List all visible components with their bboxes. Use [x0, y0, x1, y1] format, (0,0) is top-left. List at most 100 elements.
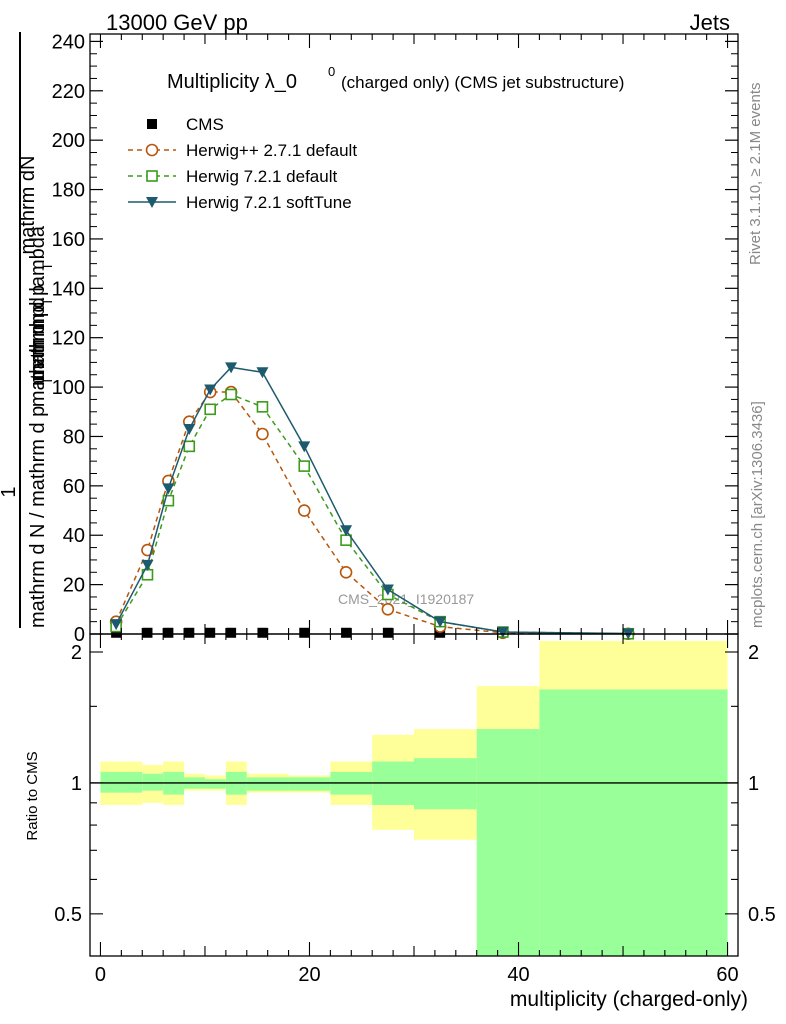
series-1-point-6 [256, 427, 269, 441]
analysis-watermark: CMS_2021_I1920187 [338, 591, 474, 607]
ratio-band-green-1 [142, 773, 164, 791]
ratio-tick-label-right: 2 [748, 642, 759, 664]
ratio-band-green-6 [246, 777, 289, 791]
legend-marker-0 [147, 119, 157, 129]
ylabel-one: 1 [0, 486, 20, 497]
ratio-band-green-7 [288, 777, 331, 791]
series-1-point-8 [339, 565, 353, 579]
legend-entry-1: Herwig++ 2.7.1 default [128, 141, 357, 160]
ylabel-denominator-2-sub: T [39, 297, 55, 306]
y-tick-label: 160 [52, 229, 85, 251]
ratio-tick-label: 2 [71, 642, 82, 664]
legend-entry-2: Herwig 7.2.1 default [128, 167, 337, 186]
series-0-point-1 [142, 627, 153, 638]
series-1-point-9 [381, 603, 395, 616]
series-0-point-3 [184, 627, 195, 638]
ratio-ylabel: Ratio to CMS [24, 751, 41, 840]
series-2-point-5 [225, 388, 237, 401]
legend-label-0: CMS [186, 115, 224, 134]
y-tick-label: 0 [74, 624, 85, 646]
series-3-point-10 [434, 616, 447, 628]
y-tick-label: 60 [63, 476, 85, 498]
series-layer [109, 362, 635, 641]
series-2-point-6 [256, 401, 269, 413]
series-2-point-4 [204, 403, 216, 416]
title-main: Multiplicity λ_0 [167, 71, 297, 93]
title-rest: (charged only) (CMS jet substructure) [341, 73, 624, 92]
series-3-point-9 [381, 584, 394, 596]
series-3-point-7 [298, 441, 311, 453]
ratio-band-green-10 [414, 758, 477, 810]
y-tick-label: 240 [52, 31, 85, 53]
legend-marker-1 [145, 143, 159, 157]
series-3-point-3 [183, 424, 196, 436]
y-tick-label: 80 [63, 426, 85, 448]
ratio-band-green-4 [204, 779, 226, 789]
ratio-bands [100, 640, 728, 956]
series-3-point-11 [496, 627, 509, 639]
series-0-point-8 [341, 627, 352, 638]
series-3-point-8 [340, 525, 353, 537]
rivet-label: Rivet 3.1.10, ≥ 2.1M events [747, 83, 764, 266]
series-3-point-4 [204, 384, 217, 396]
y-tick-label: 100 [52, 377, 85, 399]
series-2-point-7 [298, 460, 311, 472]
series-0 [111, 627, 446, 638]
series-2-point-3 [183, 440, 196, 453]
legend-marker-2 [146, 170, 158, 182]
y-tick-label: 200 [52, 130, 85, 152]
x-tick-label: 40 [507, 964, 529, 986]
series-3-point-2 [162, 483, 175, 495]
x-tick-label: 20 [298, 964, 320, 986]
header-right: Jets [690, 10, 730, 35]
title-sup: 0 [328, 64, 335, 79]
legend-entry-3: Herwig 7.2.1 softTune [128, 193, 352, 212]
ratio-tick-label: 1 [71, 773, 82, 795]
series-2-point-2 [162, 494, 175, 507]
ylabel-numerator-sub: T [39, 262, 55, 271]
ratio-tick-label: 0.5 [54, 904, 82, 926]
series-0-point-2 [163, 627, 174, 638]
y-tick-label: 20 [63, 575, 85, 597]
chart-title: Multiplicity λ_0 0 (charged only) (CMS j… [167, 64, 624, 93]
legend-label-2: Herwig 7.2.1 default [186, 167, 337, 186]
x-tick-label: 60 [716, 964, 738, 986]
ratio-band-green-11 [476, 729, 540, 956]
y-tick-label: 120 [52, 328, 85, 350]
ratio-band-green-12 [539, 689, 728, 956]
ratio-tick-label-right: 0.5 [748, 904, 776, 926]
mcplots-label: mcplots.cern.ch [arXiv:1306.3436] [749, 401, 766, 628]
series-3-point-5 [225, 362, 238, 374]
legend-entry-0: CMS [147, 115, 224, 134]
upper-ylabel: mathrm dN mathrm d lambda mathrm d p T 1… [0, 32, 55, 628]
series-0-point-0 [111, 627, 122, 638]
series-0-point-5 [226, 627, 237, 638]
x-axis-label: multiplicity (charged-only) [510, 988, 748, 1011]
ylabel-denominator-sub: T [39, 376, 55, 385]
y-tick-label: 140 [52, 278, 85, 300]
series-3 [110, 362, 635, 640]
series-1-point-7 [297, 504, 311, 517]
legend: CMS Herwig++ 2.7.1 default Herwig 7.2.1 de… [128, 115, 357, 212]
legend-label-1: Herwig++ 2.7.1 default [186, 141, 357, 160]
series-3-point-0 [110, 619, 123, 631]
ylabel-numerator-3: mathrm d p [27, 306, 49, 407]
y-tick-label: 180 [52, 180, 85, 202]
legend-marker-3 [146, 197, 158, 208]
ylabel-numerator-2: mathrm d lambda [27, 225, 49, 381]
series-0-point-7 [299, 627, 310, 638]
header-left: 13000 GeV pp [106, 10, 248, 35]
series-3-point-6 [256, 367, 269, 379]
ratio-tick-label-right: 1 [748, 773, 759, 795]
y-tick-label: 40 [63, 525, 85, 547]
ylabel-numerator: mathrm dN [17, 156, 39, 255]
series-2-point-8 [340, 534, 352, 546]
series-3-point-1 [141, 559, 154, 571]
y-tick-label: 220 [52, 81, 85, 103]
ylabel-denominator: mathrm d N / mathrm d p [27, 406, 49, 628]
series-0-point-4 [205, 627, 216, 638]
series-0-point-6 [257, 627, 268, 638]
x-tick-label: 0 [95, 964, 106, 986]
